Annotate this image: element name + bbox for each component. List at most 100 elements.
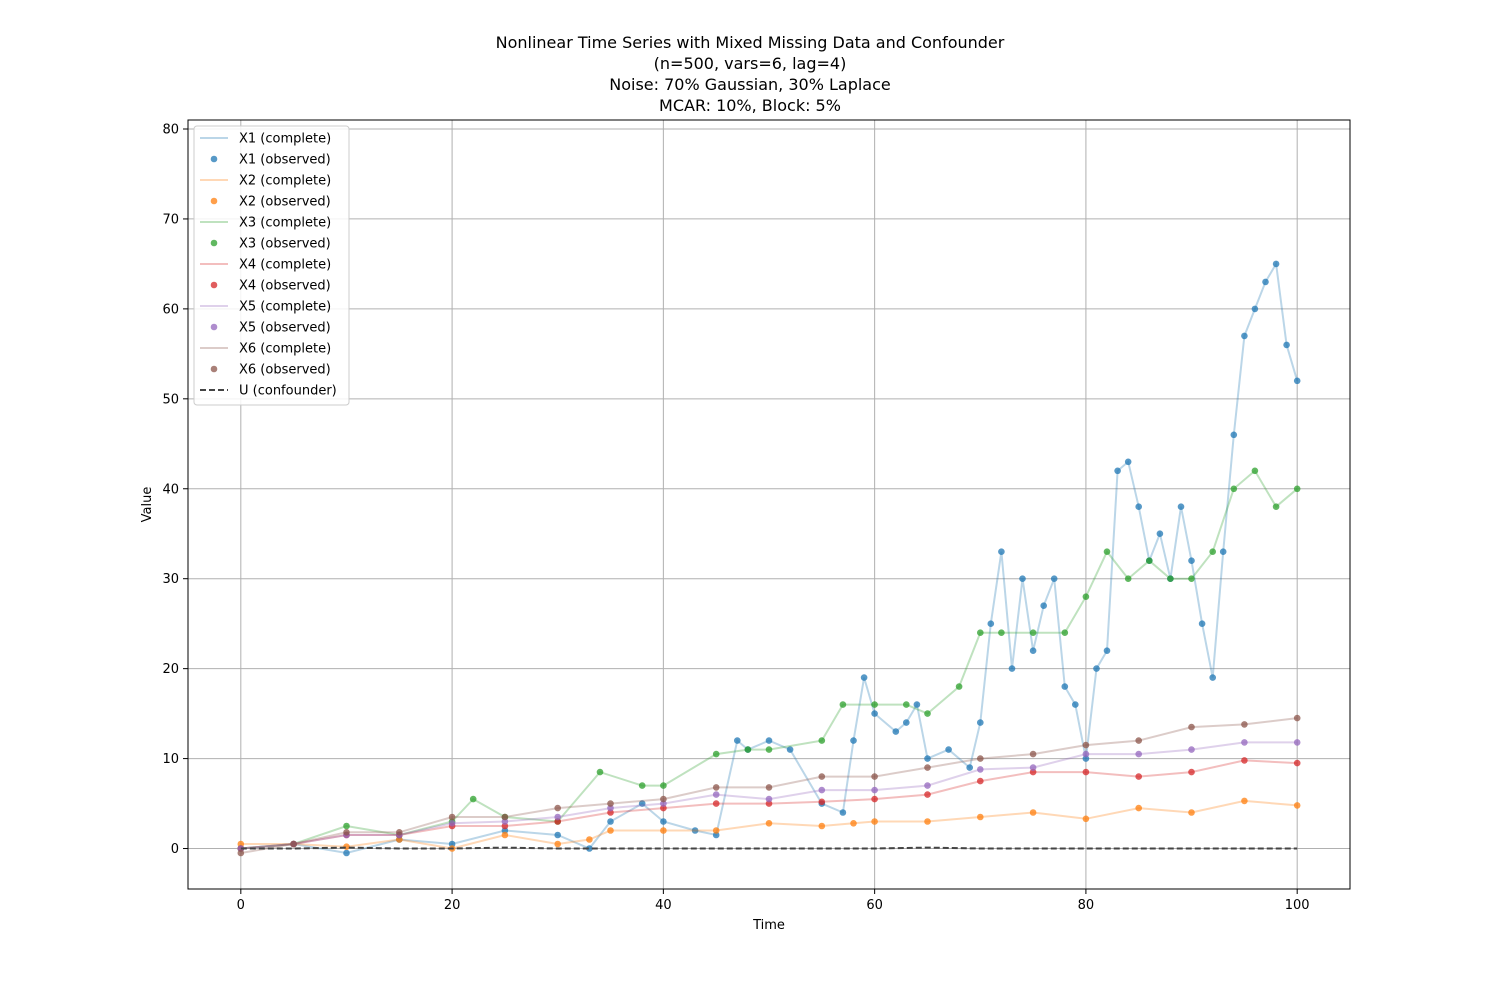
data-point-X6 [660,795,667,803]
data-point-X6 [607,800,614,807]
x-tick-label: 20 [444,898,461,913]
data-point-X6 [1082,741,1090,749]
data-point-X2 [765,820,773,827]
data-point-X1 [1219,548,1227,555]
data-point-X2 [1029,809,1037,816]
legend-marker-swatch [210,155,218,163]
data-point-X2 [871,818,878,825]
data-point-X2 [1188,809,1195,816]
data-point-X5 [1135,750,1142,758]
legend-label: X3 (observed) [239,237,331,252]
y-tick-label: 50 [162,392,179,407]
data-point-X1 [1241,332,1248,340]
legend-label: X4 (complete) [239,258,331,273]
data-point-X5 [712,791,720,798]
data-point-X1 [1283,341,1290,349]
data-point-X3 [596,768,604,776]
data-point-X3 [1082,593,1090,600]
data-point-X3 [638,782,646,789]
data-point-X5 [1241,739,1248,746]
data-point-X6 [1241,721,1248,728]
data-point-X6 [818,773,826,780]
data-point-X4 [871,795,878,803]
legend-label: X1 (complete) [239,132,331,147]
y-tick-label: 30 [162,572,179,587]
data-point-X1 [765,737,773,744]
data-point-X1 [343,849,350,857]
data-point-X4 [1293,759,1301,767]
data-point-X6 [343,829,350,836]
data-point-X2 [586,836,593,843]
data-point-X1 [1198,620,1206,627]
y-tick-label: 20 [162,662,179,677]
data-point-X1 [1040,602,1047,609]
data-point-X3 [744,746,752,753]
x-tick-label: 40 [655,898,672,913]
data-point-X1 [913,701,921,708]
data-point-X3 [469,795,477,803]
legend-marker-swatch [210,323,218,331]
data-point-X6 [1293,714,1301,722]
data-point-X5 [1029,764,1037,771]
data-point-X1 [734,737,741,744]
data-point-X5 [977,766,984,773]
data-point-X1 [1029,647,1037,654]
x-tick-label: 80 [1078,898,1095,913]
data-point-X1 [691,827,699,834]
data-point-X3 [1272,503,1280,511]
legend: X1 (complete) X1 (observed) X2 (complete) X… [193,125,350,406]
data-point-X4 [1135,773,1142,780]
data-point-X1 [1103,647,1111,654]
data-point-X3 [977,629,984,636]
data-point-X2 [1241,797,1248,805]
data-point-X6 [765,784,773,791]
data-point-X6 [1029,750,1037,758]
data-point-X2 [924,818,931,825]
data-point-X3 [712,750,720,758]
legend-label: X2 (complete) [239,174,331,189]
y-tick-label: 40 [162,482,179,497]
chart-title-line-3: Noise: 70% Gaussian, 30% Laplace [609,75,891,94]
plot-frame [187,119,1351,890]
legend-label: X6 (complete) [239,342,331,357]
data-point-X2 [712,827,720,834]
data-point-X4 [818,798,826,806]
data-point-X3 [998,629,1005,636]
data-point-X1 [1262,278,1269,286]
data-point-X5 [765,795,773,803]
data-point-X1 [1188,557,1195,564]
data-point-X3 [1251,467,1259,475]
data-point-X4 [924,791,931,798]
data-point-X6 [924,764,931,771]
series-line-U [240,846,1298,850]
data-point-X1 [1008,665,1016,672]
data-point-X1 [786,746,794,753]
data-point-X3 [1124,575,1132,582]
data-point-X6 [237,849,245,857]
data-point-X1 [1061,683,1069,690]
data-point-X1 [1272,260,1280,268]
legend-marker-swatch [210,281,218,289]
data-point-X5 [1188,746,1195,753]
data-point-X4 [977,777,984,785]
data-point-X1 [987,620,995,627]
data-point-X1 [998,548,1005,555]
data-point-X1 [1072,701,1079,708]
data-point-X4 [712,800,720,807]
x-axis-label: Time [752,918,785,933]
data-point-X4 [1188,768,1195,776]
y-tick-label: 70 [162,212,179,227]
data-point-X1 [924,755,931,762]
data-point-X4 [1241,757,1248,764]
data-point-X3 [924,710,931,717]
data-point-X1 [1209,674,1216,681]
data-point-X3 [871,701,878,708]
y-axis-label: Value [140,487,155,523]
legend-label: X2 (observed) [239,195,331,210]
data-point-X1 [586,845,593,852]
y-tick-label: 10 [162,752,179,767]
legend-label: X3 (complete) [239,216,331,231]
data-point-X1 [850,737,857,744]
data-point-X6 [554,804,561,812]
y-tick-label: 80 [162,122,179,137]
